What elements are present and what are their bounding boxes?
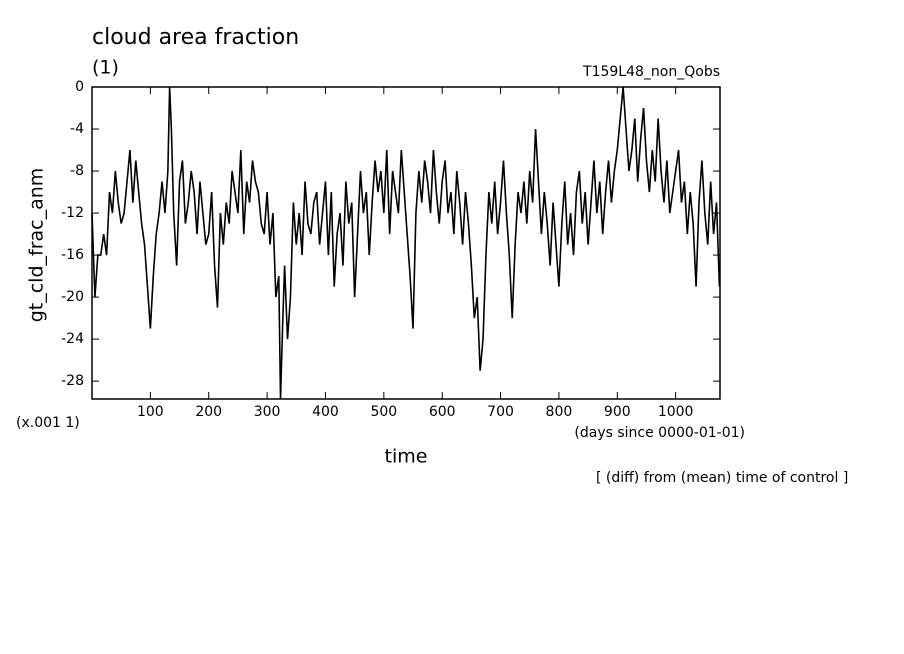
- x-tick-label: 100: [137, 404, 164, 420]
- x-tick-label: 600: [429, 404, 456, 420]
- data-line: [91, 86, 721, 400]
- annotation: [ (diff) from (mean) time of control ]: [596, 470, 848, 486]
- x-tick-label: 900: [604, 404, 631, 420]
- x-axis-label: time: [385, 446, 428, 468]
- y-unit: (x.001 1): [16, 415, 80, 431]
- plot-frame: [91, 86, 721, 400]
- x-tick-label: 300: [254, 404, 281, 420]
- y-tick-label: -28: [61, 373, 84, 389]
- y-tick-label: -4: [70, 121, 84, 137]
- x-tick-label: 200: [195, 404, 222, 420]
- y-tick-label: -8: [70, 163, 84, 179]
- x-tick-label: 1000: [658, 404, 694, 420]
- run-label: T159L48_non_Qobs: [582, 64, 720, 80]
- y-tick-label: -16: [61, 247, 84, 263]
- x-tick-label: 500: [370, 404, 397, 420]
- y-tick-label: -12: [61, 205, 84, 221]
- y-axis-label: gt_cld_frac_anm: [26, 168, 48, 323]
- x-unit: (days since 0000-01-01): [574, 425, 745, 441]
- y-tick-label: -20: [61, 289, 84, 305]
- chart-title: cloud area fraction: [92, 25, 299, 50]
- y-tick-label: -24: [61, 331, 84, 347]
- x-tick-label: 800: [546, 404, 573, 420]
- x-tick-label: 700: [487, 404, 514, 420]
- x-tick-label: 400: [312, 404, 339, 420]
- y-tick-label: 0: [75, 79, 84, 95]
- subtitle: (1): [92, 57, 119, 79]
